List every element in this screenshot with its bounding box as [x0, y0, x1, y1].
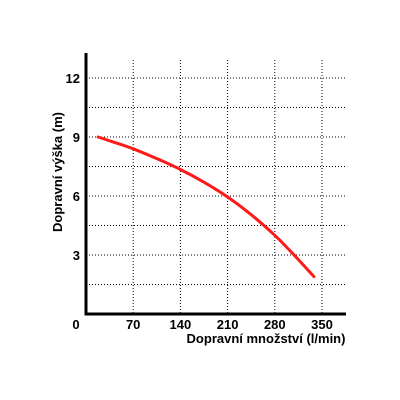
tick-labels: 0 70 140 210 280 350 3 6 9 12: [66, 71, 333, 332]
x-tick-label: 140: [170, 317, 192, 332]
y-axis-title: Dopravní výška (m): [50, 112, 65, 232]
x-tick-label: 70: [126, 317, 140, 332]
series-line: [96, 135, 316, 279]
y-tick-label: 3: [73, 248, 80, 263]
x-tick-label: 280: [264, 317, 286, 332]
x-axis-title: Dopravní množství (l/min): [187, 331, 346, 346]
x-tick-label: 210: [217, 317, 239, 332]
grid: [86, 60, 346, 314]
axes: [84, 53, 346, 316]
x-tick-label: 0: [72, 317, 79, 332]
y-tick-label: 9: [73, 130, 80, 145]
y-tick-label: 12: [66, 71, 80, 86]
series-layer: [96, 135, 316, 279]
y-tick-label: 6: [73, 189, 80, 204]
x-tick-label: 350: [311, 317, 333, 332]
